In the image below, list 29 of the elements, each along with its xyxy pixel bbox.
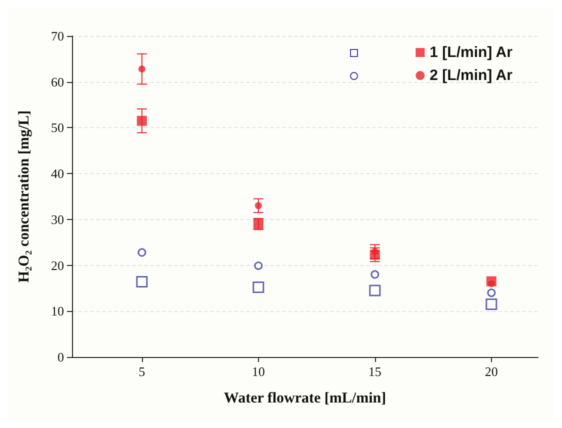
y-tick-label: 0: [58, 350, 64, 364]
y-tick-label: 30: [51, 212, 64, 227]
point: [254, 261, 263, 270]
point: [369, 284, 381, 296]
y-tick-label: 10: [51, 304, 64, 319]
point: [252, 282, 264, 294]
point: [138, 66, 146, 73]
point: [488, 280, 495, 288]
y-tick-label: 60: [51, 74, 64, 90]
y-axis-title: H₂O₂ concentration [mg/L]: [16, 110, 32, 283]
point: [254, 202, 262, 210]
x-tick-label: 15: [368, 364, 382, 379]
point: [136, 276, 148, 288]
point: [136, 116, 147, 126]
y-tick-label: 20: [51, 258, 64, 273]
legend-label: 2 [L/min] Ar: [430, 67, 513, 84]
x-tick-label: 20: [484, 364, 498, 379]
y-tick-label: 40: [51, 166, 64, 182]
x-tick-label: 5: [138, 364, 146, 379]
point: [486, 298, 498, 310]
point: [138, 248, 146, 257]
point: [487, 288, 496, 298]
legend-label: 1 [L/min] Ar: [430, 44, 513, 61]
point: [370, 270, 380, 279]
y-tick-label: 50: [51, 120, 64, 136]
point: [371, 248, 378, 256]
x-axis-title: Water flowrate [mL/min]: [224, 390, 386, 406]
y-tick-label: 70: [51, 28, 64, 44]
x-tick-label: 10: [252, 364, 265, 379]
